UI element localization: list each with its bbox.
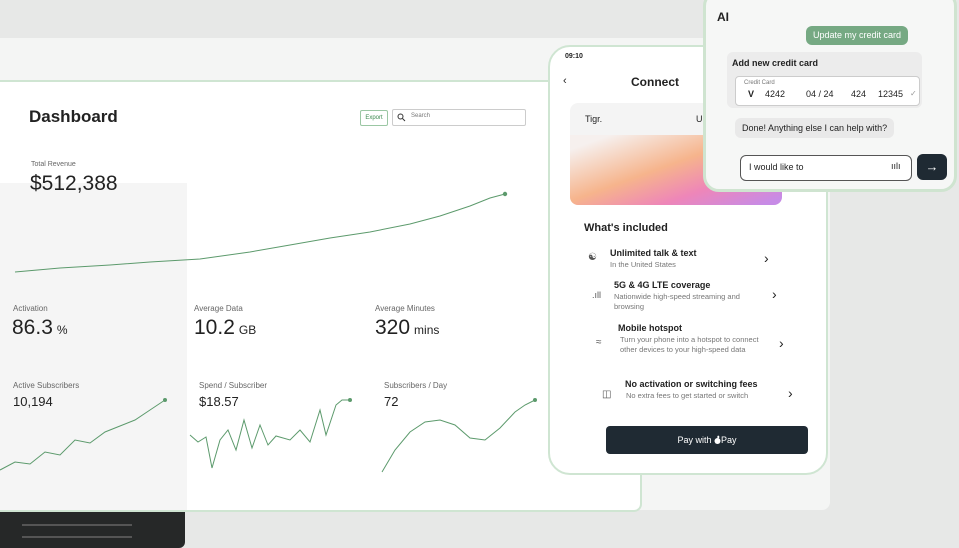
section-title: What's included [584, 222, 668, 234]
feature-icon: ☯ [588, 252, 597, 263]
metric-value: $512,388 [30, 172, 118, 195]
dashboard-title: Dashboard [29, 107, 118, 126]
phone-title: Connect [631, 75, 679, 89]
feature-icon: ≈ [596, 337, 602, 348]
feature-description: Turn your phone into a hotspot to connec… [620, 335, 759, 354]
back-button[interactable]: ‹ [563, 75, 567, 87]
sparkline-dot [348, 398, 352, 402]
chevron: › [779, 335, 784, 351]
feature-title: No activation or switching fees [625, 379, 758, 389]
sparkline [381, 399, 536, 473]
metric-label: Average Minutes [375, 304, 435, 313]
chart-label: Subscribers / Day [384, 381, 448, 390]
status-time: 09:10 [565, 53, 583, 60]
pay-button[interactable]: Pay with Pay [606, 426, 808, 454]
unit: GB [238, 323, 257, 337]
sparkline-dot [163, 398, 167, 402]
feature-description: Nationwide high-speed streaming and brow… [614, 292, 740, 311]
plan-brand: Tigr. [585, 114, 603, 124]
feature-title: Unlimited talk & text [610, 248, 697, 258]
card-field[interactable]: Credit Card V 4242 04 / 24 424 12345 ✓ [735, 76, 920, 106]
assistant-reply: Done! Anything else I can help with? [735, 118, 895, 138]
message-input[interactable]: I would like to ıılı [740, 155, 912, 181]
feature-icon: .ıll [592, 290, 601, 300]
device-line [22, 524, 132, 526]
metric-label: Average Data [194, 304, 243, 313]
chart-value: 72 [384, 394, 399, 409]
feature-description: In the United States [610, 260, 676, 269]
user-message: Update my credit card [806, 26, 909, 45]
card-zip: 12345 [878, 89, 904, 99]
value: 10.2 [194, 316, 235, 339]
search-box[interactable]: Search [392, 109, 526, 126]
chevron: › [772, 286, 777, 302]
sparkline [0, 399, 166, 471]
card-cvc: 424 [851, 89, 867, 99]
check-icon: ✓ [910, 89, 917, 98]
card-brand: V [748, 89, 755, 99]
revenue-end-dot [502, 191, 508, 197]
value: 86.3 [12, 316, 53, 339]
feature-row[interactable]: .ıll 5G & 4G LTE coverage Nationwide hig… [592, 280, 782, 316]
feature-icon: ◫ [602, 389, 612, 400]
chevron: › [788, 385, 793, 401]
input-text: I would like to [749, 162, 804, 172]
unit: % [56, 323, 68, 337]
sparkline [189, 399, 350, 469]
apple-logo [714, 435, 721, 444]
metric-label: Total Revenue [31, 161, 76, 168]
feature-row[interactable]: ☯ Unlimited talk & text In the United St… [588, 248, 778, 276]
pay-label: Pay [721, 435, 737, 445]
export-button[interactable]: Export [360, 110, 388, 126]
search-icon [397, 113, 406, 122]
feature-row[interactable]: ◫ No activation or switching fees No ext… [602, 379, 802, 413]
card-number: 4242 [765, 89, 786, 99]
unit: mins [414, 323, 440, 337]
chart-label: Active Subscribers [13, 381, 80, 390]
value: 320 [375, 316, 411, 339]
voice-icon: ıılı [891, 161, 901, 171]
field-label: Credit Card [744, 80, 775, 86]
send-button[interactable]: → [917, 154, 947, 180]
sparkline-dot [533, 398, 537, 402]
chart-value: 10,194 [13, 394, 53, 409]
card-form: Add new credit card Credit Card V 4242 0… [727, 52, 922, 108]
device-edge [0, 510, 185, 548]
chart-label: Spend / Subscriber [199, 381, 268, 390]
card-expiry: 04 / 24 [806, 89, 834, 99]
device-line [22, 536, 132, 538]
feature-row[interactable]: ≈ Mobile hotspot Turn your phone into a … [596, 323, 791, 369]
feature-title: 5G & 4G LTE coverage [614, 280, 711, 290]
metric-value: 320 mins [375, 316, 439, 340]
metric-value: 86.3% [12, 316, 68, 340]
feature-title: Mobile hotspot [618, 323, 682, 333]
pay-label: Pay with [677, 435, 712, 445]
form-title: Add new credit card [732, 58, 819, 68]
revenue-line [14, 193, 506, 273]
search-placeholder: Search [411, 113, 431, 119]
chevron: › [764, 250, 769, 266]
assistant-title: AI [717, 10, 729, 24]
feature-description: No extra fees to get started or switch [626, 391, 749, 400]
dim-overlay [0, 183, 187, 510]
metric-value: 10.2 GB [194, 316, 256, 340]
metric-label: Activation [13, 304, 48, 313]
chart-value: $18.57 [199, 394, 239, 409]
